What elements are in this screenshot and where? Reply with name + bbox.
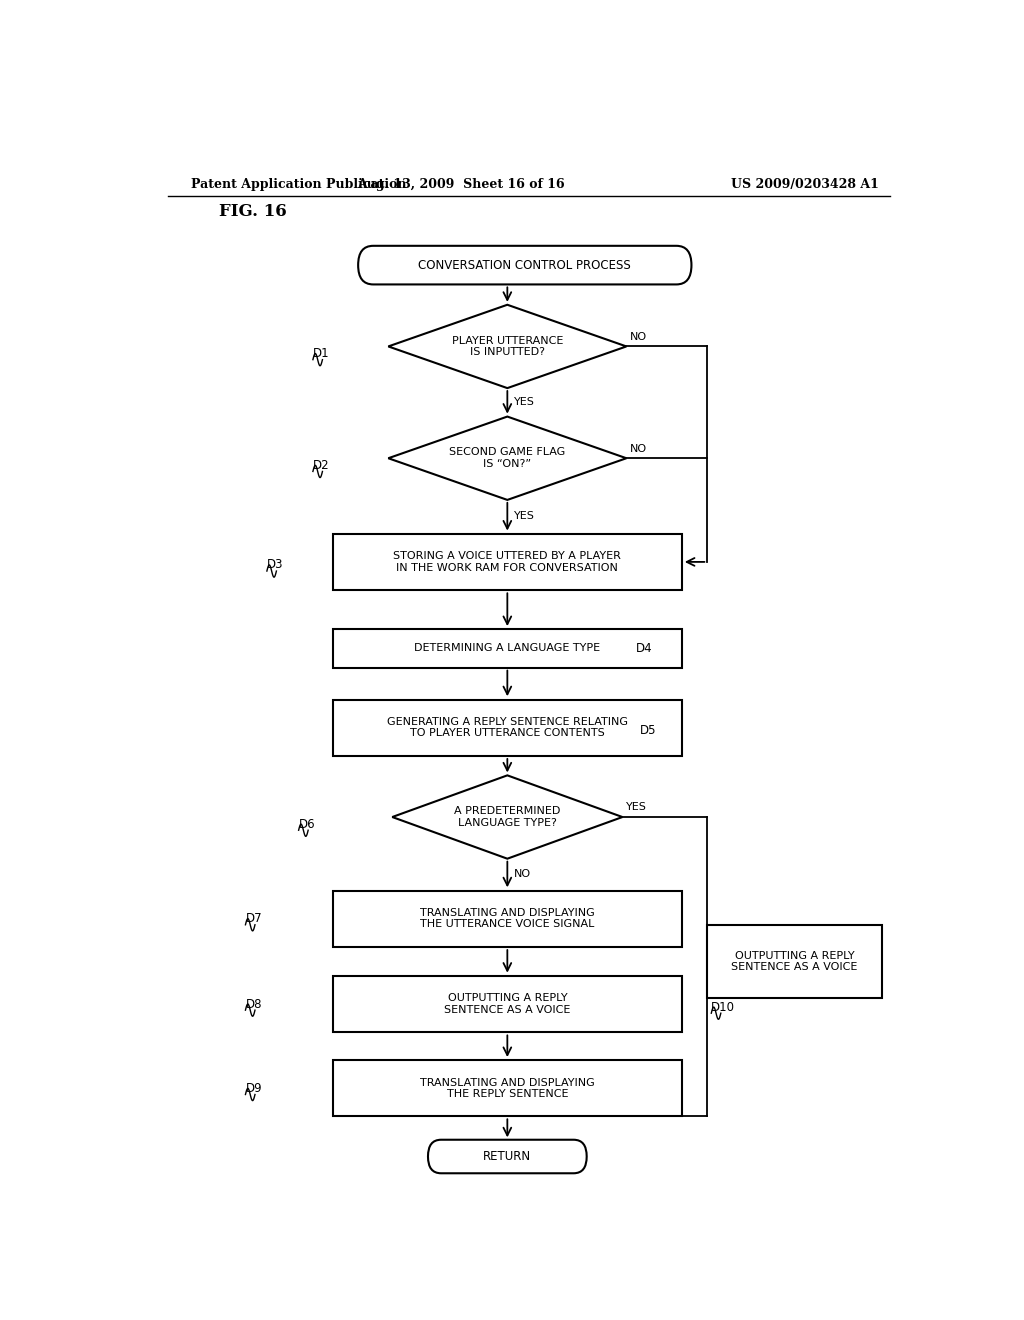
Polygon shape: [388, 305, 627, 388]
FancyBboxPatch shape: [333, 891, 682, 946]
Text: Patent Application Publication: Patent Application Publication: [191, 178, 407, 191]
FancyBboxPatch shape: [333, 700, 682, 755]
Polygon shape: [388, 417, 627, 500]
Text: US 2009/0203428 A1: US 2009/0203428 A1: [731, 178, 879, 191]
Text: D4: D4: [636, 642, 652, 655]
FancyBboxPatch shape: [708, 925, 882, 998]
Text: D7: D7: [246, 912, 262, 925]
Text: TRANSLATING AND DISPLAYING
THE UTTERANCE VOICE SIGNAL: TRANSLATING AND DISPLAYING THE UTTERANCE…: [420, 908, 595, 929]
Text: OUTPUTTING A REPLY
SENTENCE AS A VOICE: OUTPUTTING A REPLY SENTENCE AS A VOICE: [731, 950, 858, 972]
Text: D3: D3: [267, 558, 284, 572]
Text: Aug. 13, 2009  Sheet 16 of 16: Aug. 13, 2009 Sheet 16 of 16: [357, 178, 565, 191]
FancyBboxPatch shape: [333, 535, 682, 590]
Text: D2: D2: [313, 459, 330, 471]
Text: NO: NO: [630, 444, 647, 454]
Text: A PREDETERMINED
LANGUAGE TYPE?: A PREDETERMINED LANGUAGE TYPE?: [455, 807, 560, 828]
Text: FIG. 16: FIG. 16: [219, 203, 287, 219]
Text: YES: YES: [514, 511, 535, 521]
Text: D10: D10: [712, 1001, 735, 1014]
Text: D5: D5: [640, 725, 656, 737]
Polygon shape: [392, 775, 623, 859]
Text: YES: YES: [626, 801, 646, 812]
Text: NO: NO: [630, 333, 647, 342]
FancyBboxPatch shape: [333, 1060, 682, 1117]
Text: D6: D6: [299, 817, 315, 830]
Text: TRANSLATING AND DISPLAYING
THE REPLY SENTENCE: TRANSLATING AND DISPLAYING THE REPLY SEN…: [420, 1077, 595, 1100]
Text: PLAYER UTTERANCE
IS INPUTTED?: PLAYER UTTERANCE IS INPUTTED?: [452, 335, 563, 358]
Text: D1: D1: [313, 347, 330, 360]
Text: NO: NO: [514, 869, 530, 879]
Text: SECOND GAME FLAG
IS “ON?”: SECOND GAME FLAG IS “ON?”: [450, 447, 565, 469]
FancyBboxPatch shape: [333, 630, 682, 668]
Text: STORING A VOICE UTTERED BY A PLAYER
IN THE WORK RAM FOR CONVERSATION: STORING A VOICE UTTERED BY A PLAYER IN T…: [393, 552, 622, 573]
FancyBboxPatch shape: [358, 246, 691, 284]
Text: CONVERSATION CONTROL PROCESS: CONVERSATION CONTROL PROCESS: [419, 259, 631, 272]
Text: GENERATING A REPLY SENTENCE RELATING
TO PLAYER UTTERANCE CONTENTS: GENERATING A REPLY SENTENCE RELATING TO …: [387, 717, 628, 738]
Text: RETURN: RETURN: [483, 1150, 531, 1163]
Text: YES: YES: [514, 397, 535, 408]
Text: D9: D9: [246, 1082, 262, 1094]
Text: DETERMINING A LANGUAGE TYPE: DETERMINING A LANGUAGE TYPE: [415, 643, 600, 653]
Text: OUTPUTTING A REPLY
SENTENCE AS A VOICE: OUTPUTTING A REPLY SENTENCE AS A VOICE: [444, 993, 570, 1015]
FancyBboxPatch shape: [428, 1139, 587, 1173]
FancyBboxPatch shape: [333, 975, 682, 1032]
Text: D8: D8: [246, 998, 262, 1011]
